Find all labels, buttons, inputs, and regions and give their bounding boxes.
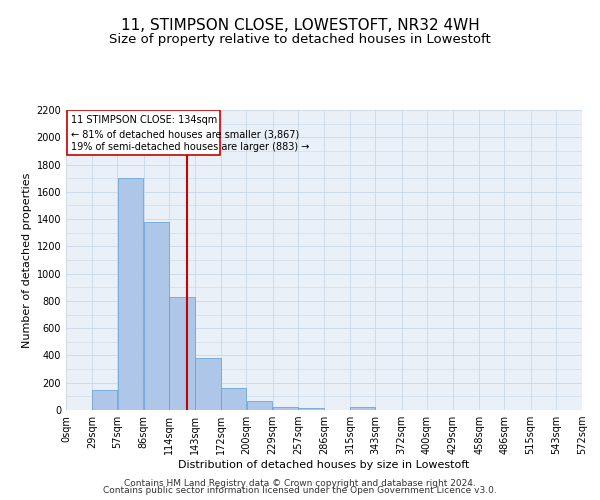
Bar — [92, 390, 117, 410]
Text: 11 STIMPSON CLOSE: 134sqm: 11 STIMPSON CLOSE: 134sqm — [71, 114, 218, 124]
X-axis label: Distribution of detached houses by size in Lowestoft: Distribution of detached houses by size … — [178, 460, 470, 470]
Text: Contains HM Land Registry data © Crown copyright and database right 2024.: Contains HM Land Registry data © Crown c… — [124, 478, 476, 488]
Bar — [118, 178, 143, 410]
FancyBboxPatch shape — [67, 110, 220, 155]
Text: 11, STIMPSON CLOSE, LOWESTOFT, NR32 4WH: 11, STIMPSON CLOSE, LOWESTOFT, NR32 4WH — [121, 18, 479, 32]
Bar — [298, 408, 324, 410]
Text: Size of property relative to detached houses in Lowestoft: Size of property relative to detached ho… — [109, 32, 491, 46]
Text: 19% of semi-detached houses are larger (883) →: 19% of semi-detached houses are larger (… — [71, 142, 310, 152]
Bar — [273, 408, 298, 410]
Bar — [195, 358, 221, 410]
Bar — [247, 401, 272, 410]
Bar — [350, 408, 375, 410]
Bar — [144, 222, 169, 410]
Text: ← 81% of detached houses are smaller (3,867): ← 81% of detached houses are smaller (3,… — [71, 130, 299, 140]
Bar — [221, 388, 246, 410]
Y-axis label: Number of detached properties: Number of detached properties — [22, 172, 32, 348]
Bar — [169, 297, 195, 410]
Text: Contains public sector information licensed under the Open Government Licence v3: Contains public sector information licen… — [103, 486, 497, 495]
